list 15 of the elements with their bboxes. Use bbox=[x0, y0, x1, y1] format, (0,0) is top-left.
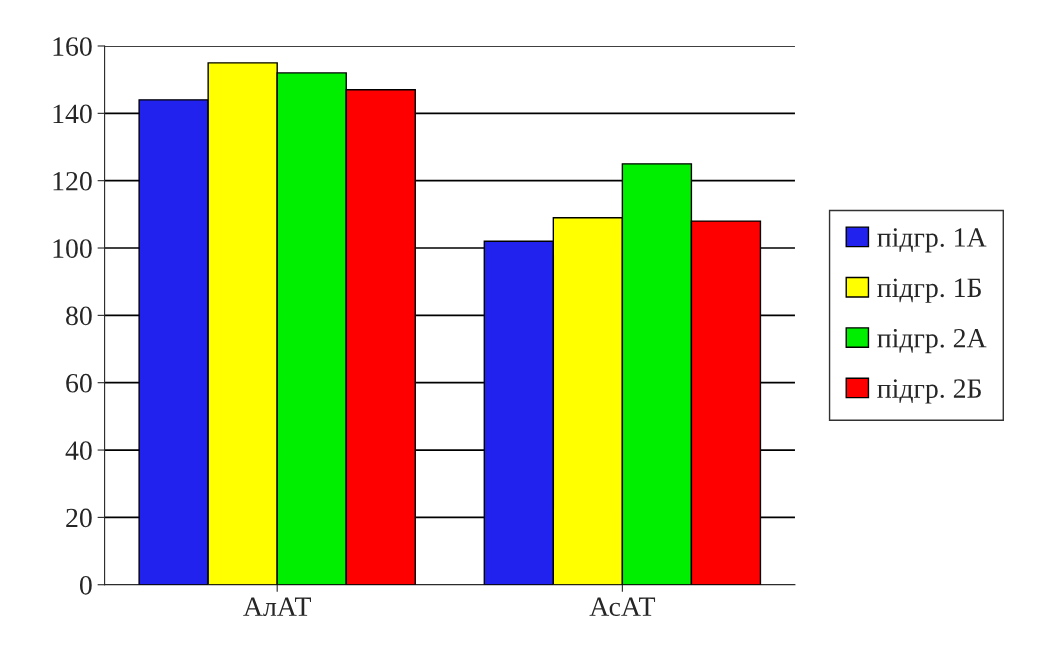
legend-label: підгр. 1Б bbox=[877, 278, 981, 303]
legend-label: підгр. 1А bbox=[877, 228, 987, 253]
y-tick-label: 80 bbox=[66, 306, 92, 326]
y-tick-label: 40 bbox=[65, 441, 92, 460]
y-tick-label: 140 bbox=[53, 104, 92, 124]
x-tick-label: АлАТ bbox=[243, 597, 311, 617]
y-tick-label: 60 bbox=[66, 373, 92, 393]
y-tick-label: 160 bbox=[53, 37, 92, 56]
y-tick-label: 100 bbox=[53, 239, 92, 258]
y-tick-label: 20 bbox=[66, 508, 92, 528]
legend-label: підгр. 2Б bbox=[877, 379, 981, 404]
x-tick-label: АсАТ bbox=[589, 597, 656, 617]
legend-label: підгр. 2А bbox=[877, 328, 987, 354]
y-tick-label: 120 bbox=[53, 171, 92, 191]
y-tick-label: 0 bbox=[79, 575, 92, 595]
